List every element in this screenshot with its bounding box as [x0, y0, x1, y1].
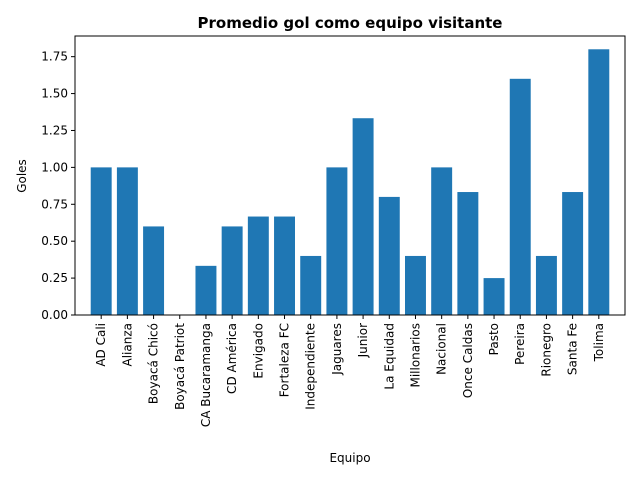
x-tick-label-5: CD América — [225, 323, 239, 394]
x-tick-label-6: Envigado — [251, 323, 265, 379]
x-tick-label-13: Nacional — [435, 323, 449, 375]
bar-15 — [483, 278, 505, 315]
bar-14 — [457, 192, 479, 315]
y-tick-label-6: 1.50 — [41, 87, 68, 101]
x-tick-label-12: Millonarios — [408, 323, 422, 388]
bars-group — [90, 49, 610, 316]
x-tick-label-0: AD Cali — [94, 323, 108, 367]
bar-0 — [90, 167, 112, 315]
x-axis: AD Cali Alianza Boyacá Chicó Boyacá Patriot… — [94, 315, 606, 427]
bar-10 — [352, 118, 374, 315]
x-tick-label-10: Junior — [356, 323, 370, 358]
x-tick-label-8: Independiente — [304, 323, 318, 410]
x-tick-label-17: Rionegro — [539, 323, 553, 377]
bar-18 — [562, 192, 584, 315]
plot-frame — [74, 35, 626, 316]
x-tick-label-4: CA Bucaramanga — [199, 323, 213, 427]
bar-5 — [221, 226, 243, 315]
bar-17 — [535, 255, 557, 315]
y-tick-label-4: 1.00 — [41, 160, 68, 174]
y-axis-label: Goles — [15, 159, 29, 193]
bar-16 — [509, 78, 531, 315]
y-tick-label-0: 0.00 — [41, 308, 68, 322]
x-tick-label-18: Santa Fe — [566, 323, 580, 375]
bar-2 — [143, 226, 165, 315]
y-axis: 0.00 0.25 0.50 0.75 1.00 1.25 1.50 1.75 — [41, 50, 75, 322]
x-tick-label-3: Boyacá Patriot — [173, 323, 187, 410]
x-tick-label-9: Jaguares — [330, 323, 344, 376]
bar-13 — [431, 167, 453, 315]
bar-8 — [300, 255, 322, 315]
y-tick-label-3: 0.75 — [41, 197, 68, 211]
x-tick-label-2: Boyacá Chicó — [147, 323, 161, 404]
chart-title: Promedio gol como equipo visitante — [198, 14, 503, 32]
x-tick-label-14: Once Caldas — [461, 323, 475, 398]
bar-1 — [116, 167, 138, 315]
bar-7 — [274, 216, 295, 315]
x-tick-label-7: Fortaleza FC — [278, 323, 292, 397]
bar-19 — [588, 49, 610, 316]
bar-11 — [378, 196, 400, 315]
y-tick-label-7: 1.75 — [41, 50, 68, 64]
y-tick-label-5: 1.25 — [41, 123, 68, 137]
y-tick-label-1: 0.25 — [41, 271, 68, 285]
bar-6 — [247, 216, 269, 315]
y-tick-label-2: 0.50 — [41, 234, 68, 248]
x-tick-label-19: Tolima — [592, 323, 606, 362]
bar-9 — [326, 167, 348, 315]
bar-12 — [405, 255, 426, 315]
x-tick-label-1: Alianza — [120, 323, 134, 367]
x-axis-label: Equipo — [329, 451, 370, 465]
x-tick-label-16: Pereira — [513, 323, 527, 365]
bar-4 — [195, 265, 217, 315]
x-tick-label-15: Pasto — [487, 323, 501, 355]
x-tick-label-11: La Equidad — [382, 323, 396, 390]
